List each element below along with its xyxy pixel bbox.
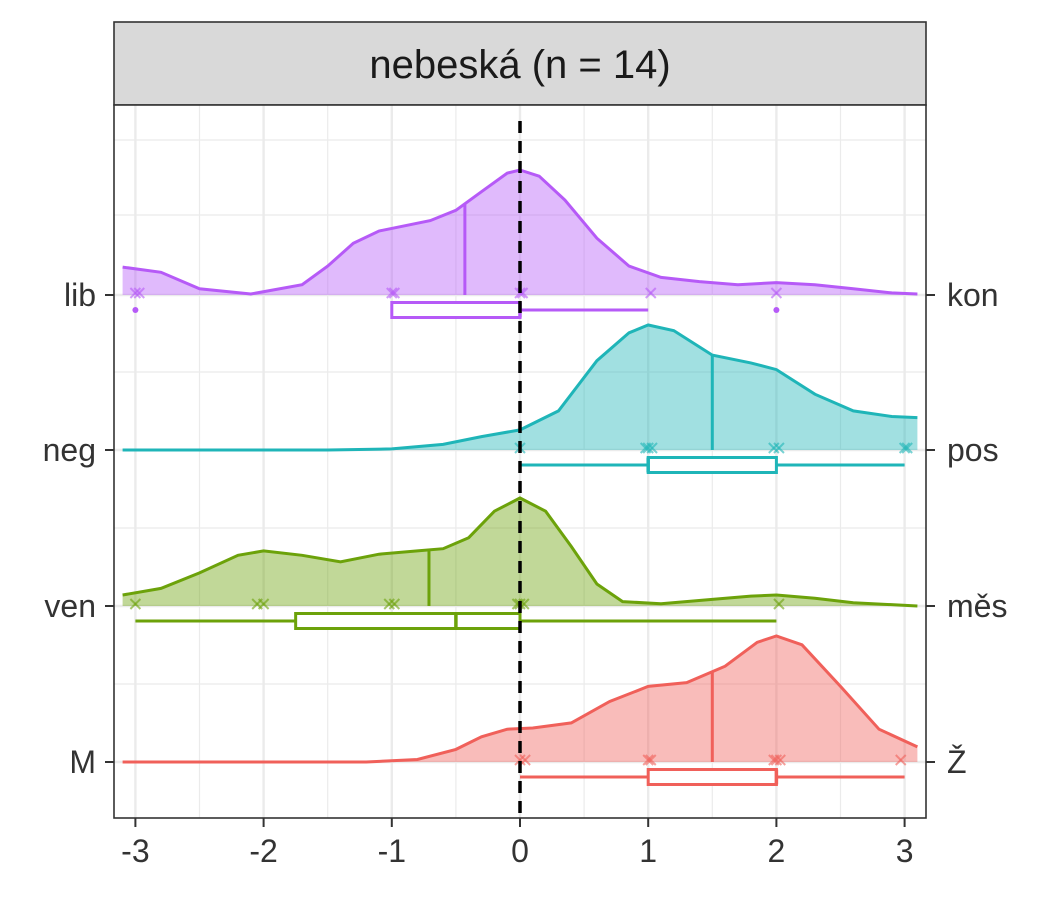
box-outlier — [773, 307, 780, 313]
box-iqr — [390, 301, 522, 319]
data-point — [898, 442, 911, 454]
box-outlier — [132, 307, 139, 313]
y-label-left: ven — [44, 588, 96, 624]
data-point — [519, 754, 531, 766]
data-point — [383, 598, 395, 610]
y-label-right: pos — [947, 432, 999, 468]
data-point — [514, 754, 526, 766]
data-point — [901, 442, 913, 454]
data-point — [646, 442, 658, 454]
y-label-left: M — [69, 744, 96, 780]
data-point — [773, 598, 785, 610]
data-point — [645, 287, 657, 299]
x-tick-label: -1 — [378, 833, 406, 869]
x-tick-label: 2 — [768, 833, 786, 869]
y-label-right: měs — [947, 588, 1007, 624]
ridge-row-neg — [122, 323, 918, 474]
data-point — [642, 754, 654, 766]
data-point — [773, 442, 785, 454]
chart-title: nebeská (n = 14) — [369, 43, 670, 87]
data-point — [774, 754, 786, 766]
data-point — [770, 287, 783, 299]
data-point — [129, 287, 142, 299]
x-tick-label: 1 — [639, 833, 657, 869]
axes: -3 -2 -1 0 1 2 3 lib kon neg pos ven měs M Ž — [43, 277, 1008, 869]
y-label-left: neg — [43, 432, 96, 468]
density-curve — [122, 496, 918, 608]
data-point — [895, 754, 907, 766]
x-tick-label: -2 — [249, 833, 277, 869]
data-point — [388, 287, 401, 299]
data-point — [129, 598, 142, 610]
data-point — [645, 754, 657, 766]
data-point — [386, 287, 398, 299]
density-area — [122, 325, 918, 450]
box-iqr — [294, 612, 522, 630]
density-curve — [122, 634, 919, 764]
x-tick-label: -3 — [121, 833, 149, 869]
box-iqr — [646, 456, 778, 474]
ridge-row-M — [122, 634, 919, 786]
data-point — [768, 442, 780, 454]
box-iqr — [646, 768, 778, 786]
y-label-right: kon — [947, 277, 999, 313]
x-tick-label: 0 — [511, 833, 529, 869]
y-label-right: Ž — [947, 744, 967, 780]
data-point — [770, 754, 783, 766]
density-curve — [122, 323, 918, 452]
y-label-left: lib — [64, 277, 96, 313]
data-point — [642, 442, 654, 454]
strip-background — [113, 21, 927, 106]
data-point — [133, 287, 145, 299]
data-point — [388, 598, 401, 610]
x-tick-label: 3 — [896, 833, 914, 869]
data-point — [257, 598, 270, 610]
density-area — [122, 636, 918, 762]
density-curve — [122, 168, 918, 296]
